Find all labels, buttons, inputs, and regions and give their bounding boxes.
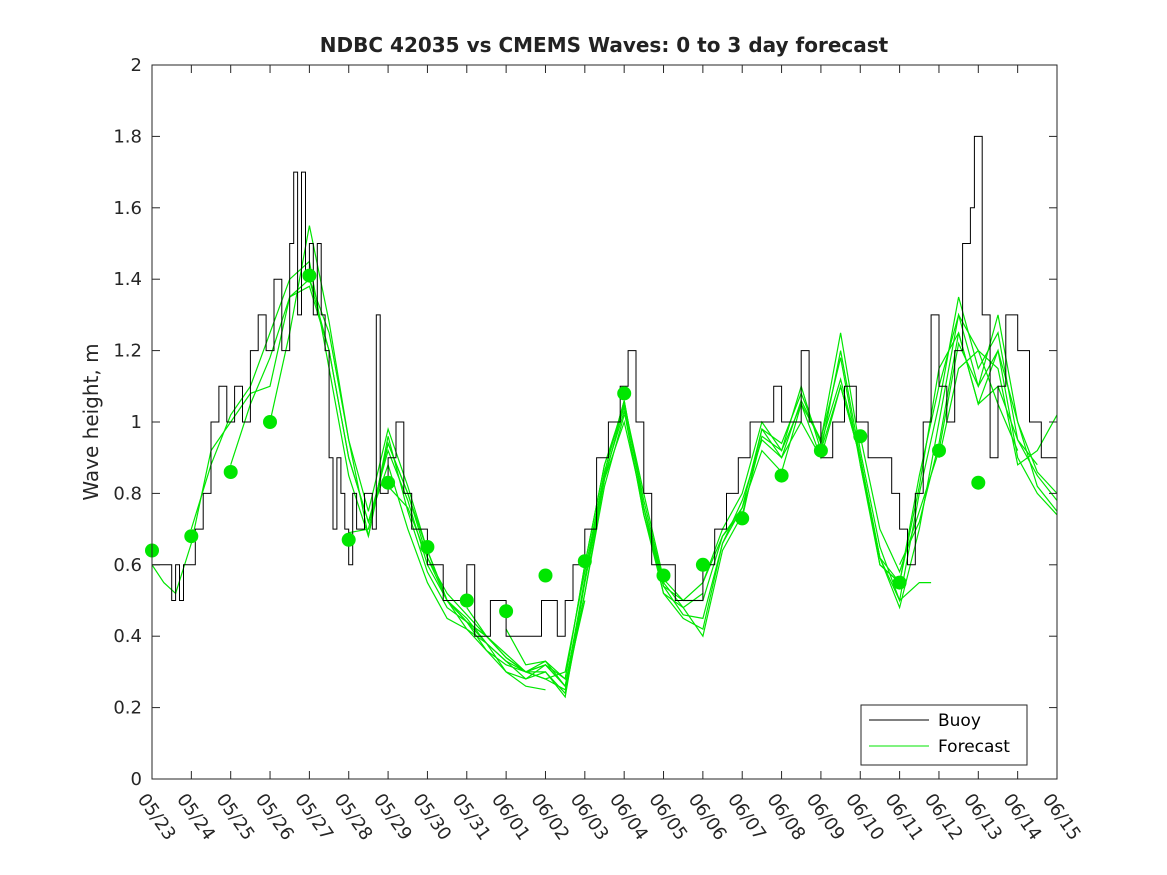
forecast-marker-3 [223, 465, 238, 479]
chart-title: NDBC 42035 vs CMEMS Waves: 0 to 3 day fo… [320, 33, 889, 57]
forecast-marker-20 [892, 575, 907, 590]
y-tick-label: 0 [131, 769, 142, 790]
forecast-marker-6 [341, 532, 356, 547]
x-tick-label: 06/11 [881, 790, 928, 845]
forecast-marker-7 [381, 475, 396, 490]
legend: Buoy Forecast [860, 704, 1028, 766]
x-tick-label: 06/05 [644, 790, 691, 845]
y-tick-label: 1.2 [113, 341, 142, 362]
y-tick-label: 0.2 [113, 698, 142, 719]
x-tick-label: 05/23 [133, 790, 180, 845]
x-tick-label: 06/07 [723, 790, 770, 845]
forecast-line-17 [938, 349, 1019, 458]
x-tick-label: 06/08 [762, 790, 809, 845]
y-tick-label: 1 [131, 412, 142, 433]
forecast-line-2 [190, 260, 586, 688]
x-tick-label: 05/30 [408, 790, 455, 845]
y-tick-label: 0.6 [113, 555, 142, 576]
legend-box [860, 704, 1028, 766]
x-tick-label: 05/29 [369, 790, 416, 845]
x-tick-label: 05/26 [251, 790, 298, 845]
legend-buoy-label: Buoy [938, 711, 981, 731]
x-tick-label: 06/06 [684, 790, 731, 845]
x-tick-label: 06/03 [566, 790, 613, 845]
forecast-line-6 [348, 405, 743, 681]
forecast-markers [145, 268, 986, 619]
x-tick-label: 06/02 [526, 790, 573, 845]
forecast-line-15 [859, 314, 1058, 574]
forecast-marker-19 [853, 429, 868, 444]
forecast-marker-4 [263, 415, 277, 429]
forecast-line-7 [387, 400, 783, 688]
x-tick-label: 06/09 [802, 790, 849, 845]
x-tick-label: 06/04 [605, 790, 652, 845]
y-axis-ticks: 0 0.2 0.4 0.6 0.8 1 1.2 1.4 1.6 1.8 2 [113, 55, 1057, 790]
x-tick-label: 05/25 [212, 790, 259, 845]
y-tick-label: 1.6 [113, 198, 142, 219]
x-tick-label: 05/24 [172, 790, 219, 845]
y-tick-label: 2 [131, 55, 142, 76]
x-tick-label: 06/01 [487, 790, 534, 845]
x-tick-label: 06/15 [1038, 790, 1085, 845]
buoy-line [152, 135, 1058, 637]
forecast-marker-14 [656, 568, 671, 583]
buoy-series [152, 135, 1058, 637]
y-tick-label: 1.4 [113, 269, 142, 290]
forecast-marker-21 [932, 443, 946, 458]
forecast-line-14 [820, 313, 1058, 610]
forecast-marker-12 [577, 554, 592, 569]
y-tick-label: 0.4 [113, 626, 142, 647]
forecast-marker-2 [184, 529, 199, 544]
forecast-marker-10 [499, 604, 514, 619]
forecast-marker-22 [971, 475, 986, 490]
forecast-marker-16 [735, 511, 750, 526]
forecast-marker-17 [774, 468, 789, 483]
plot-area-background [152, 65, 1057, 779]
x-tick-label: 06/12 [920, 790, 967, 845]
x-tick-label: 06/13 [959, 790, 1006, 845]
x-tick-label: 06/10 [841, 790, 888, 845]
forecast-marker-13 [617, 386, 632, 401]
x-tick-label: 06/14 [999, 790, 1046, 845]
forecast-marker-5 [302, 268, 317, 283]
forecast-marker-15 [695, 557, 710, 572]
forecast-line-18 [859, 464, 932, 602]
x-tick-label: 05/28 [330, 790, 377, 845]
x-tick-label: 05/27 [290, 790, 337, 845]
y-axis-label: Wave height, m [79, 343, 103, 500]
x-tick-label: 05/31 [448, 790, 495, 845]
forecast-marker-18 [813, 443, 828, 458]
forecast-marker-8 [420, 540, 435, 554]
y-tick-label: 1.8 [113, 126, 142, 147]
legend-forecast-label: Forecast [938, 737, 1010, 757]
forecast-line-16 [899, 332, 1038, 566]
y-tick-label: 0.8 [113, 483, 142, 504]
forecast-marker-9 [459, 593, 474, 608]
forecast-marker-11 [538, 568, 553, 583]
